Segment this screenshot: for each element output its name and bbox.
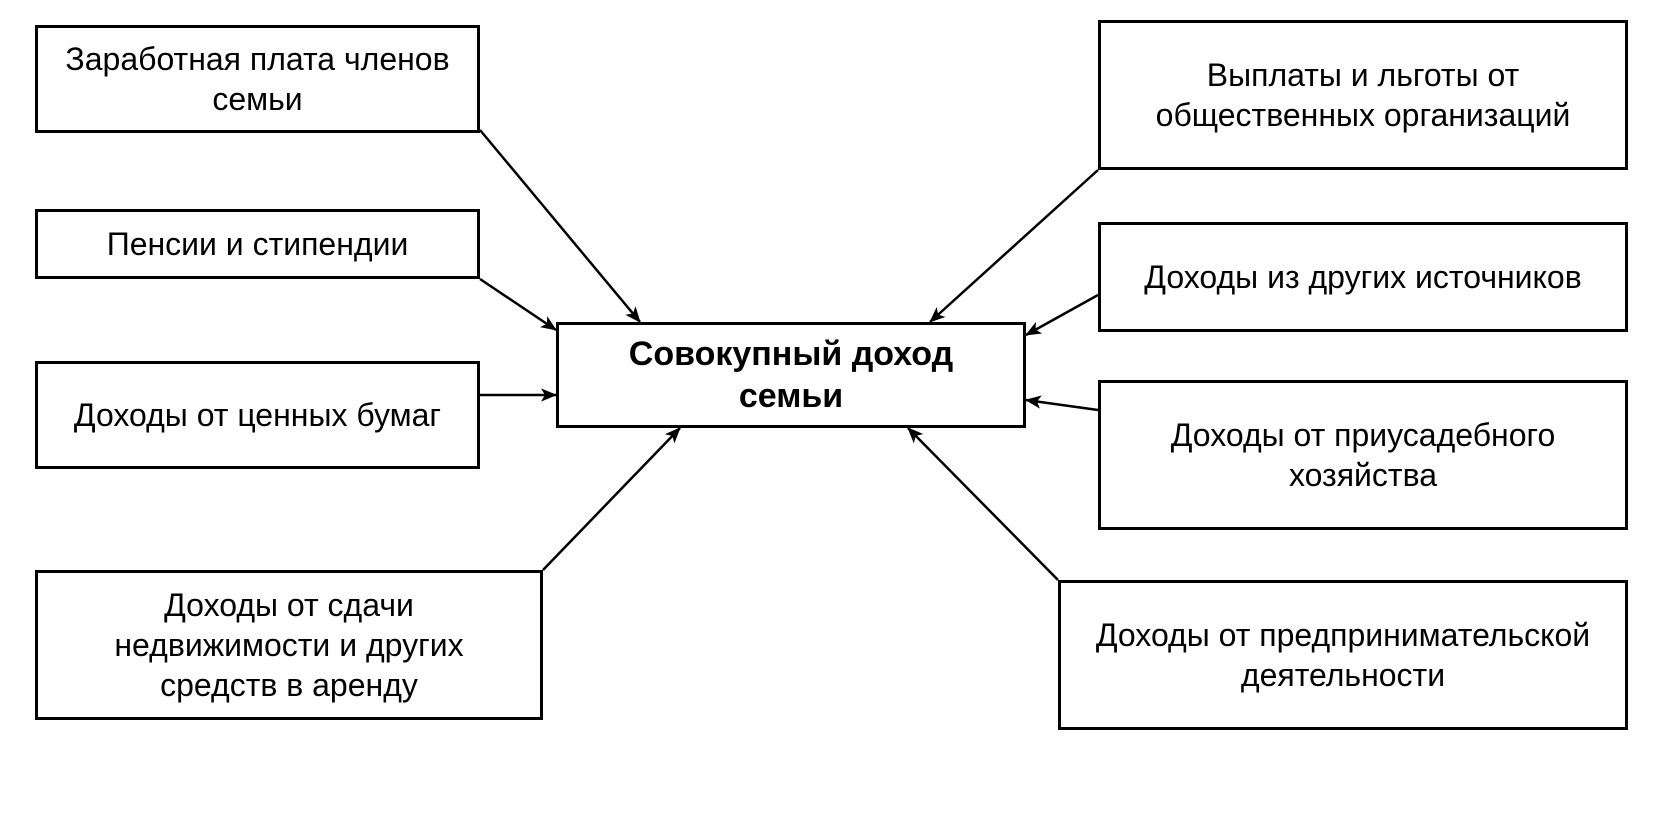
source-node-l3: Доходы от ценных бумаг bbox=[35, 361, 480, 469]
edge-r4 bbox=[908, 428, 1058, 580]
source-node-label-r1: Выплаты и льготы от общественных организ… bbox=[1117, 55, 1609, 135]
source-node-r3: Доходы от приусадебного хозяйства bbox=[1098, 380, 1628, 530]
source-node-label-r4: Доходы от предпринимательской деятельнос… bbox=[1077, 615, 1609, 695]
edge-r3 bbox=[1026, 400, 1098, 410]
source-node-label-l3: Доходы от ценных бумаг bbox=[74, 395, 441, 435]
source-node-l4: Доходы от сдачи недвижимости и других ср… bbox=[35, 570, 543, 720]
source-node-label-r3: Доходы от приусадебного хозяйства bbox=[1117, 415, 1609, 495]
source-node-label-l4: Доходы от сдачи недвижимости и других ср… bbox=[54, 585, 524, 705]
source-node-l1: Заработная плата членов семьи bbox=[35, 25, 480, 133]
edge-l1 bbox=[480, 130, 640, 322]
source-node-label-r2: Доходы из других источников bbox=[1144, 257, 1581, 297]
source-node-label-l1: Заработная плата членов семьи bbox=[54, 39, 461, 119]
edge-l2 bbox=[480, 279, 556, 330]
center-node-label: Совокупный доход семьи bbox=[575, 333, 1007, 418]
edge-r1 bbox=[930, 170, 1098, 322]
source-node-r1: Выплаты и льготы от общественных организ… bbox=[1098, 20, 1628, 170]
center-node: Совокупный доход семьи bbox=[556, 322, 1026, 428]
source-node-r2: Доходы из других источников bbox=[1098, 222, 1628, 332]
source-node-r4: Доходы от предпринимательской деятельнос… bbox=[1058, 580, 1628, 730]
source-node-l2: Пенсии и стипендии bbox=[35, 209, 480, 279]
source-node-label-l2: Пенсии и стипендии bbox=[107, 224, 409, 264]
edge-l4 bbox=[543, 428, 680, 570]
edge-r2 bbox=[1026, 295, 1098, 335]
